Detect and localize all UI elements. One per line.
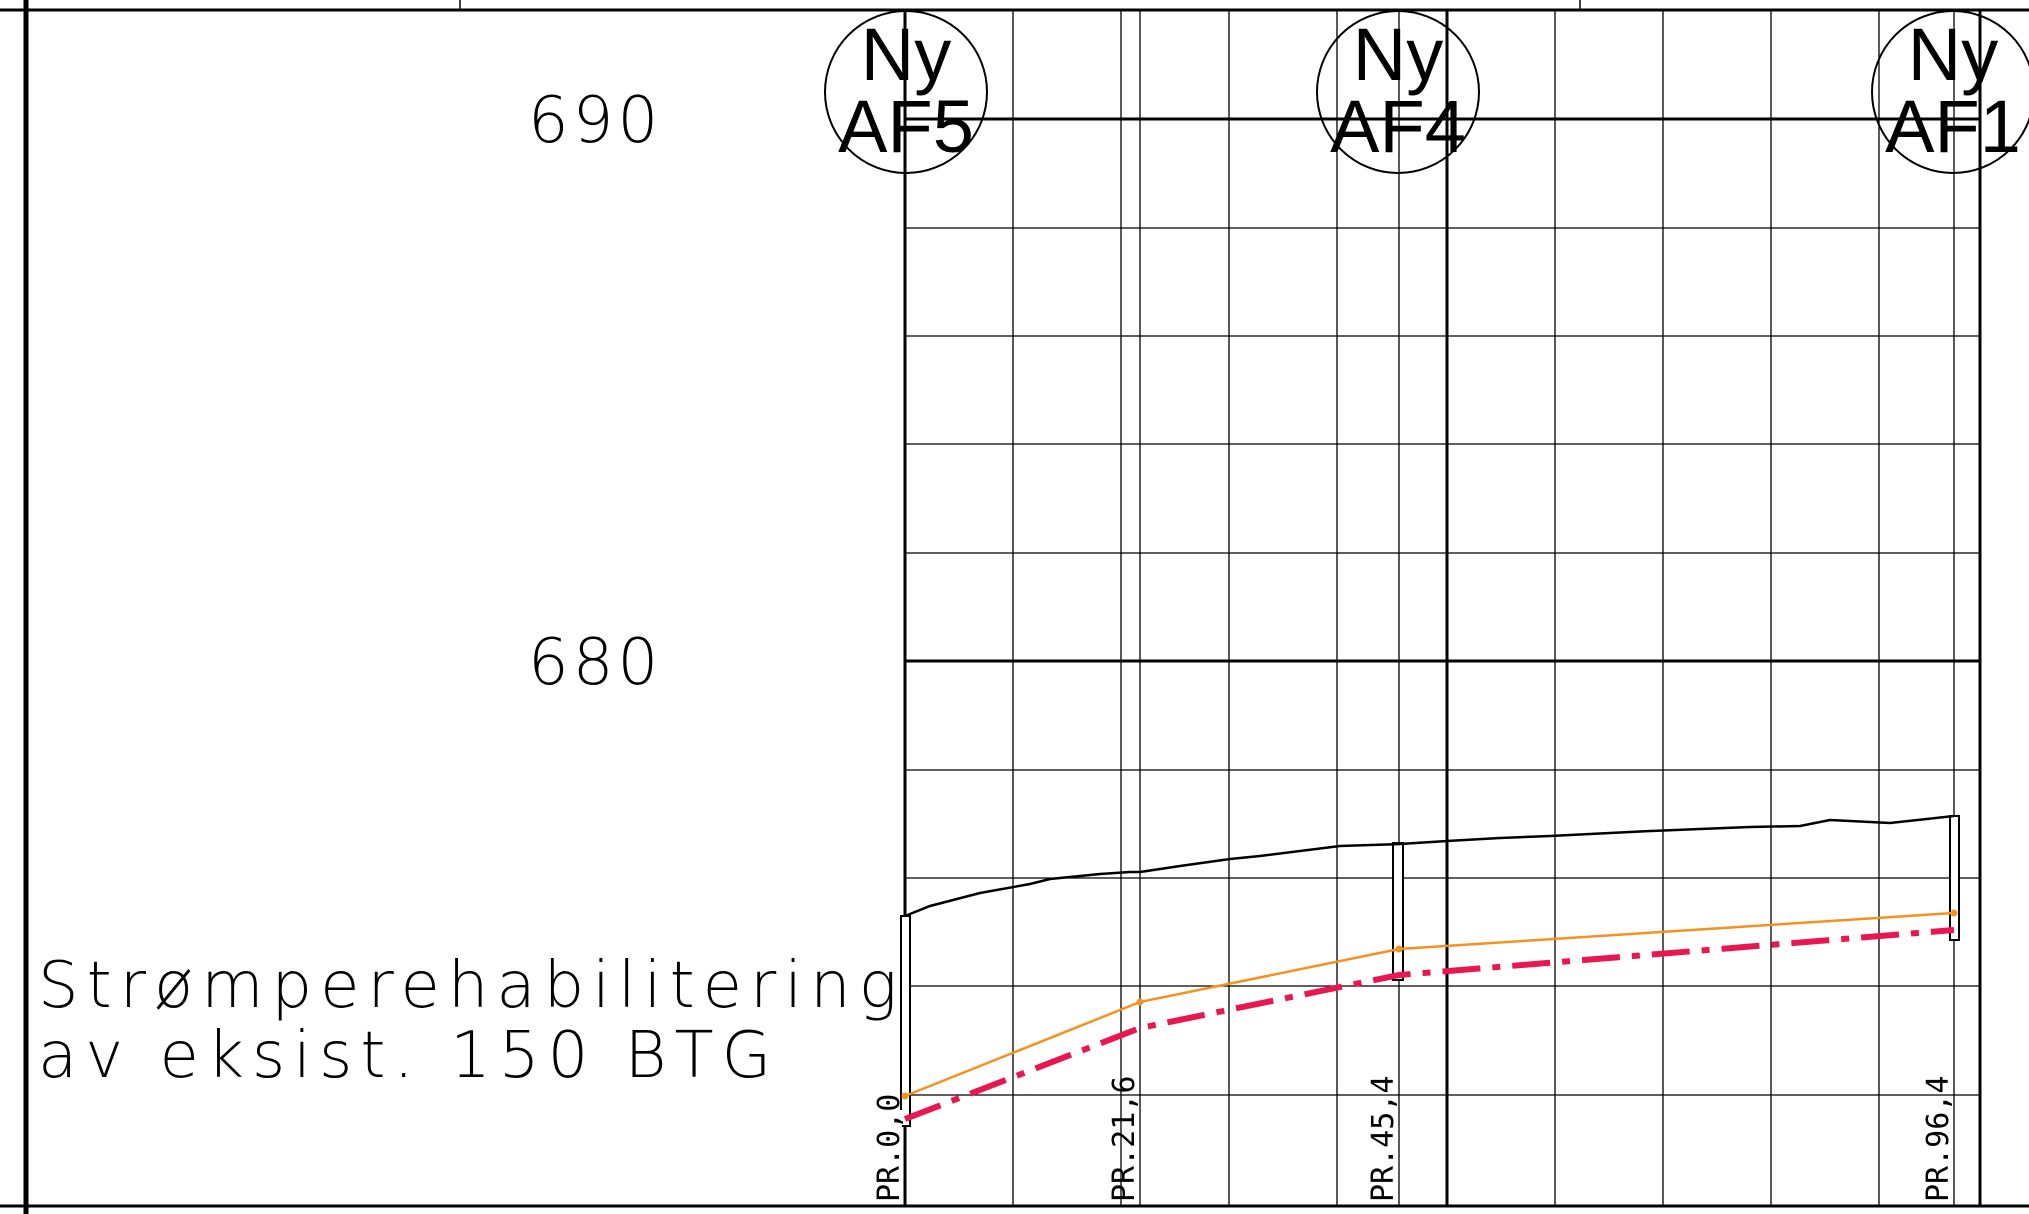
station-label-pr-45: PR.45,4 — [1366, 1076, 1401, 1202]
pipe-node — [901, 1092, 909, 1100]
profile-grid — [903, 10, 1982, 1206]
manhole-tag-line1: Ny — [1353, 13, 1443, 96]
elevation-label-690: 690 — [528, 84, 662, 158]
manhole-tag-line1: Ny — [1908, 13, 1998, 96]
pipe-node — [1950, 909, 1958, 917]
terrain-line — [904, 814, 1955, 918]
description-line-2: av eksist. 150 BTG — [38, 1019, 779, 1093]
station-label-pr-96: PR.96,4 — [1921, 1076, 1956, 1202]
existing-pipe-line — [903, 927, 1955, 1122]
station-label-pr-21: PR.21,6 — [1107, 1076, 1142, 1202]
pipe-node — [1395, 945, 1403, 953]
station-label-pr-0: PR.0,0 — [872, 1094, 907, 1202]
manhole-tag-circle — [1316, 10, 1480, 174]
manhole-tag-line1: Ny — [861, 13, 951, 96]
manhole-tag-line2: AF4 — [1330, 85, 1466, 168]
manhole-shaft-af4 — [1392, 842, 1404, 981]
manhole-tag-af1: Ny AF1 — [1871, 10, 2029, 174]
new-pipe-nodes — [901, 909, 1958, 1100]
manhole-tag-line2: AF5 — [838, 85, 974, 168]
manhole-tag-line2: AF1 — [1885, 85, 2021, 168]
manhole-shaft-af1 — [1949, 815, 1960, 941]
manhole-tag-af4: Ny AF4 — [1316, 10, 1480, 174]
description-line-1: Strømperehabilitering — [38, 949, 905, 1023]
manhole-tag-circle — [1871, 10, 2029, 174]
pipe-node — [1136, 998, 1144, 1006]
new-pipe-line — [904, 911, 1955, 1098]
manhole-tag-circle — [824, 10, 988, 174]
elevation-label-680: 680 — [528, 626, 662, 700]
station-labels: PR.0,0 PR.21,6 PR.45,4 PR.96,4 — [872, 1076, 1956, 1204]
manhole-tag-af5: Ny AF5 — [824, 10, 988, 174]
